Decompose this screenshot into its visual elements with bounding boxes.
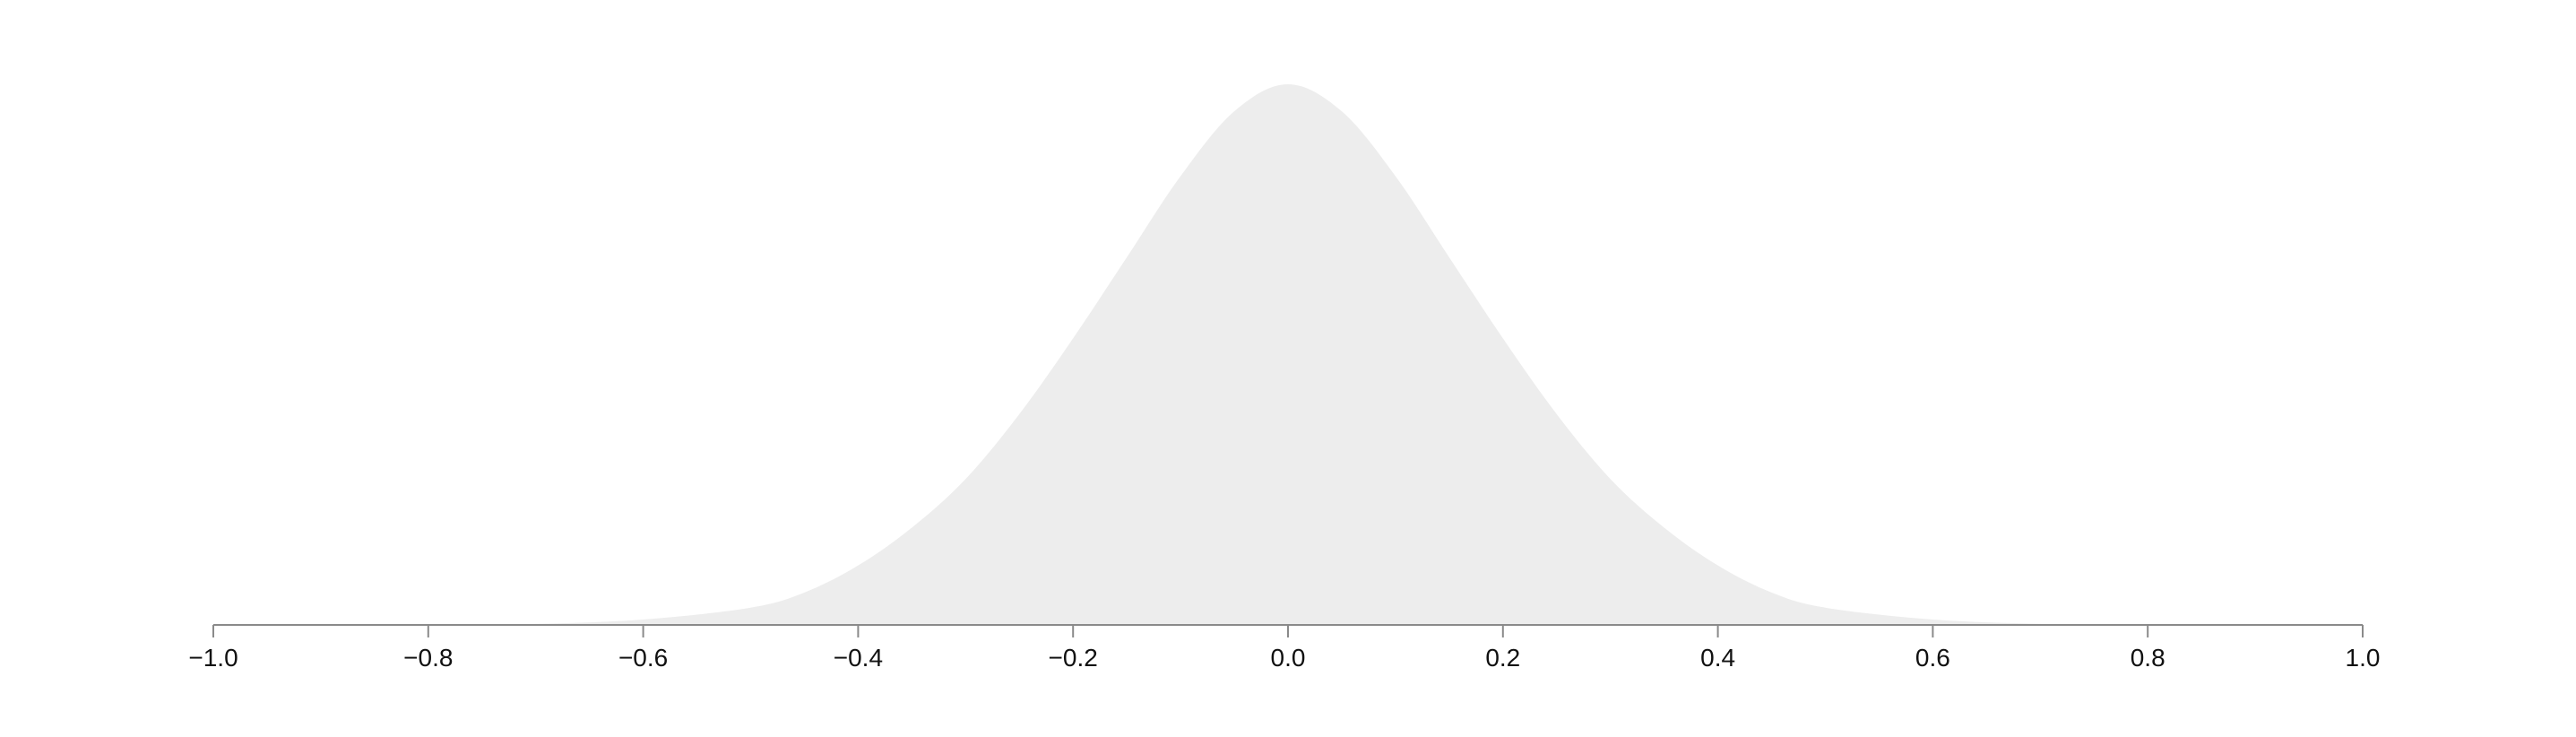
x-tick-label: −0.6	[618, 644, 668, 672]
x-tick-label: 0.6	[1915, 644, 1950, 672]
x-tick-label: 0.0	[1271, 644, 1306, 672]
x-ticks: −1.0 −0.8 −0.6 −0.4 −0.2 0.0 0.2 0.4 0.6 0.8 1.0	[188, 625, 2380, 672]
x-tick-label: −0.2	[1049, 644, 1098, 672]
x-tick-label: 0.8	[2131, 644, 2165, 672]
x-tick-label: −0.8	[403, 644, 453, 672]
density-area	[213, 84, 2363, 625]
x-tick-label: −0.4	[834, 644, 883, 672]
x-tick-label: 1.0	[2346, 644, 2381, 672]
x-tick-label: −1.0	[188, 644, 238, 672]
x-tick-label: 0.4	[1700, 644, 1735, 672]
x-axis: −1.0 −0.8 −0.6 −0.4 −0.2 0.0 0.2 0.4 0.6 0.8 1.0	[188, 624, 2380, 672]
x-tick-label: 0.2	[1485, 644, 1520, 672]
